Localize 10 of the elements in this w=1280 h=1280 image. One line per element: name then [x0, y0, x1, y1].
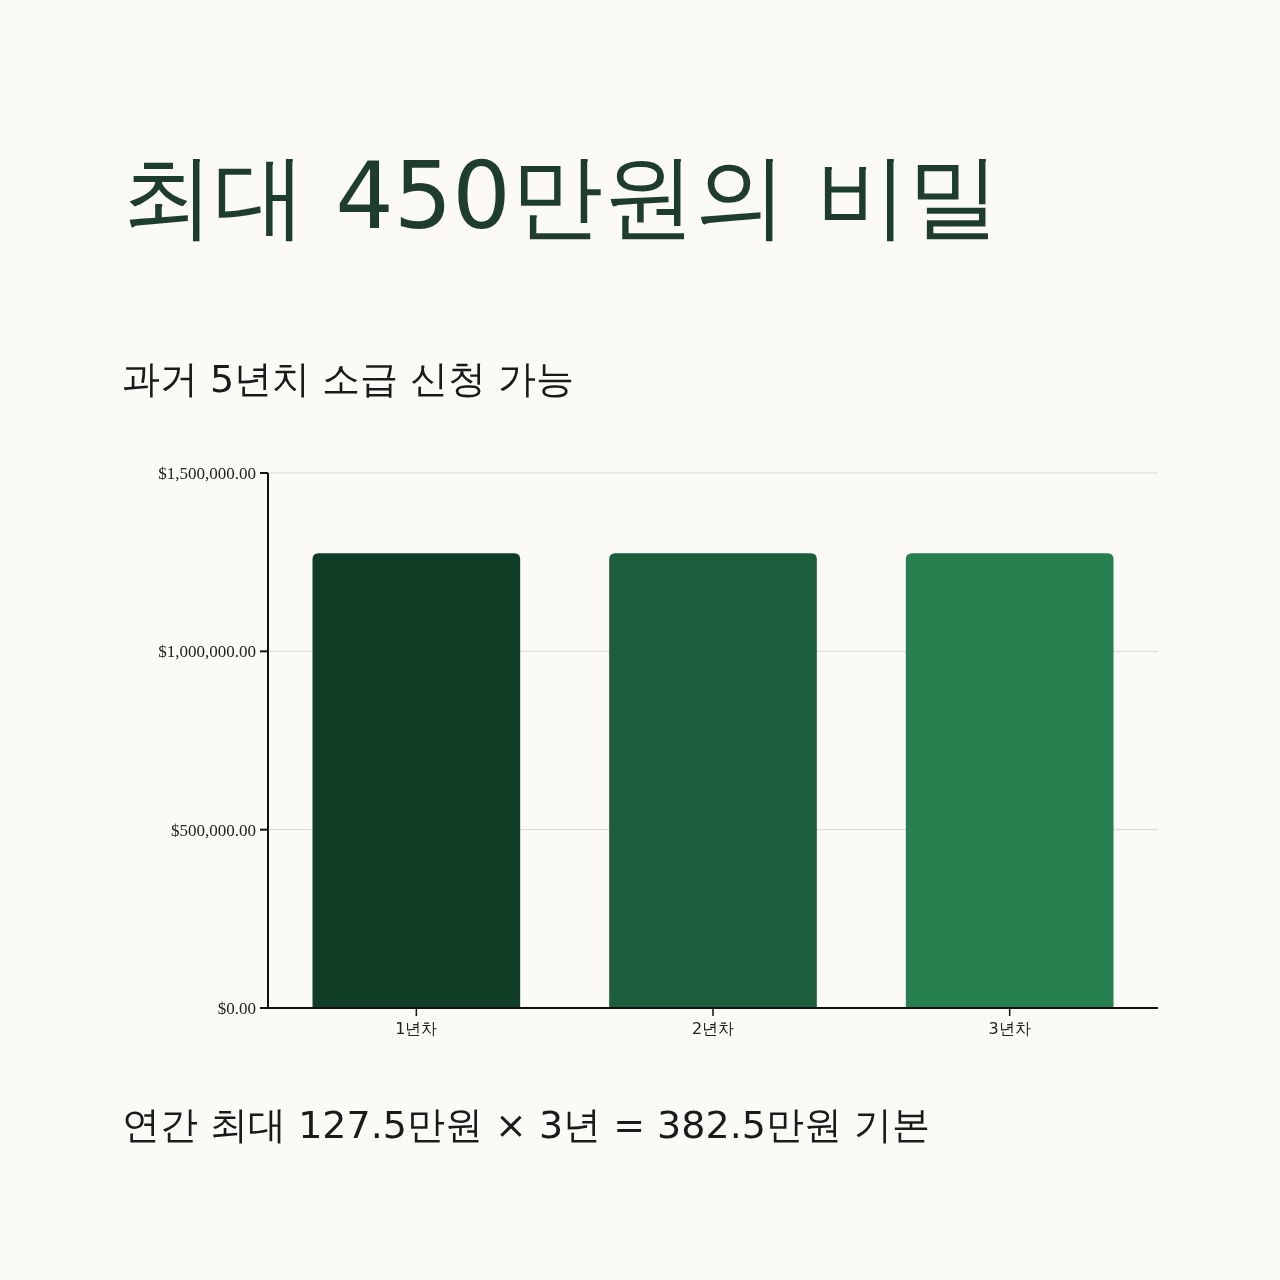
annotation: 연간 최대 127.5만원 × 3년 = 382.5만원 기본	[122, 1103, 930, 1147]
xtick: 1년차	[395, 1019, 438, 1038]
ytick: $0.00	[217, 999, 256, 1018]
xtick: 3년차	[988, 1019, 1031, 1038]
ytick: $1,000,000.00	[158, 642, 256, 662]
subtitle: 과거 5년치 소급 신청 가능	[122, 357, 575, 401]
ytick: $500,000.00	[171, 820, 256, 840]
title: 최대 450만원의 비밀	[122, 143, 1001, 250]
ytick: $1,500,000.00	[158, 464, 256, 483]
xtick: 2년차	[691, 1019, 735, 1038]
